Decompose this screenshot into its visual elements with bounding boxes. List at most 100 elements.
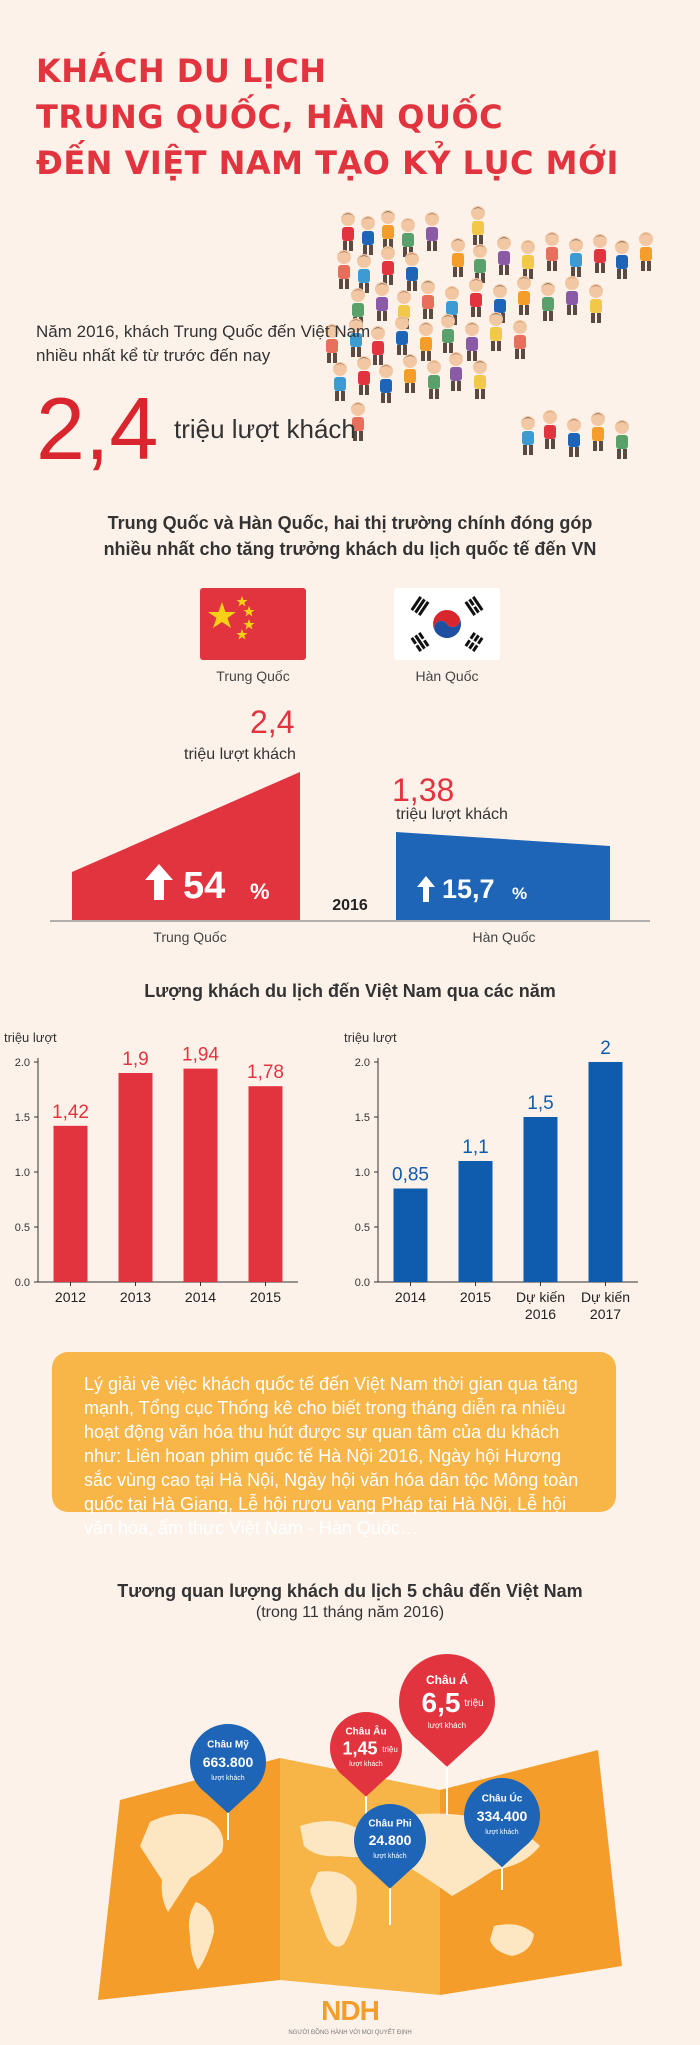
person-icon xyxy=(333,362,347,401)
person-icon xyxy=(589,284,603,323)
china-flag-icon xyxy=(200,588,306,660)
person-icon xyxy=(593,234,607,273)
person-icon xyxy=(543,410,557,449)
bar-value-label: 2 xyxy=(600,1038,611,1059)
y-tick-label: 0.0 xyxy=(15,1277,30,1289)
korea-growth-shape xyxy=(396,832,610,920)
x-tick-label: Dự kiến xyxy=(516,1289,565,1305)
pin-sub: lượt khách xyxy=(349,1761,383,1768)
person-icon xyxy=(325,324,339,363)
person-icon xyxy=(351,402,365,441)
bar xyxy=(523,1117,558,1282)
person-icon xyxy=(615,240,629,279)
section3-subtitle: (trong 11 tháng năm 2016) xyxy=(255,1604,445,1621)
person-icon xyxy=(451,238,465,277)
person-icon xyxy=(521,240,535,279)
person-icon xyxy=(469,278,483,317)
crowd-illustration xyxy=(325,206,653,459)
y-tick-label: 1.0 xyxy=(355,1167,370,1179)
pin-name: Châu Mỹ xyxy=(207,1740,249,1751)
person-icon xyxy=(471,206,485,245)
person-icon xyxy=(419,322,433,361)
section1-title-line-1: Trung Quốc và Hàn Quốc, hai thị trường c… xyxy=(107,513,593,533)
person-icon xyxy=(569,238,583,277)
intro-text: Năm 2016, khách Trung Quốc đến Việt Nam … xyxy=(36,322,371,365)
y-tick-label: 1.0 xyxy=(15,1167,30,1179)
china-up-arrow-icon xyxy=(145,864,173,900)
pin-name: Châu Úc xyxy=(482,1792,523,1805)
y-axis-label: triệu lượt xyxy=(4,1030,57,1045)
chart-visitors-2014-2017: triệu lượt 0.0 0.5 1.0 1.5 2.0 0,85 2014 1,1 2015… xyxy=(344,1030,638,1322)
bar-value-label: 0,85 xyxy=(392,1165,429,1186)
china-growth: 54 xyxy=(183,865,225,907)
section3-title: Tương quan lượng khách du lịch 5 châu đế… xyxy=(117,1581,583,1601)
korea-flag-icon xyxy=(394,588,500,660)
y-axis-label: triệu lượt xyxy=(344,1030,397,1045)
pin-value: 663.800 xyxy=(203,1754,254,1770)
x-tick-label: 2014 xyxy=(395,1289,426,1305)
korea-up-arrow-icon xyxy=(417,876,435,902)
y-tick-label: 2.0 xyxy=(15,1057,30,1069)
korea-growth-pct: % xyxy=(512,884,527,903)
china-growth-pct: % xyxy=(250,879,270,904)
china-label: Trung Quốc xyxy=(153,929,226,945)
person-icon xyxy=(337,250,351,289)
x-tick-label: 2017 xyxy=(590,1306,621,1322)
person-icon xyxy=(375,282,389,321)
person-icon xyxy=(465,322,479,361)
y-tick-label: 0.5 xyxy=(355,1222,370,1234)
intro-big-unit: triệu lượt khách xyxy=(174,414,356,444)
person-icon xyxy=(513,320,527,359)
bar-value-label: 1,94 xyxy=(182,1045,219,1066)
explanation-text: Lý giải về việc khách quốc tế đến Việt N… xyxy=(84,1374,579,1538)
bar-value-label: 1,78 xyxy=(247,1062,284,1083)
bar xyxy=(588,1062,623,1282)
pin-sub: lượt khách xyxy=(485,1829,519,1836)
bar-value-label: 1,1 xyxy=(462,1137,488,1158)
pin-3: Châu Mỹ 663.800 lượt khách xyxy=(190,1724,266,1840)
x-tick-label: 2014 xyxy=(185,1289,216,1305)
person-icon xyxy=(541,282,555,321)
korea-label: Hàn Quốc xyxy=(472,929,535,945)
person-icon xyxy=(357,254,371,293)
korea-value: 1,38 xyxy=(392,772,455,808)
person-icon xyxy=(615,420,629,459)
pin-name: Châu Phi xyxy=(368,1818,412,1829)
person-icon xyxy=(403,354,417,393)
ndh-logo: NDH NGƯỜI ĐỒNG HÀNH VỚI MỌI QUYẾT ĐỊNH xyxy=(288,1995,411,2036)
x-tick-label: 2013 xyxy=(120,1289,151,1305)
person-icon xyxy=(425,212,439,251)
page-title-line-2: TRUNG QUỐC, HÀN QUỐC xyxy=(36,98,504,136)
bar xyxy=(248,1086,283,1282)
bar-value-label: 1,9 xyxy=(122,1049,148,1070)
person-icon xyxy=(405,252,419,291)
logo-tagline: NGƯỜI ĐỒNG HÀNH VỚI MỌI QUYẾT ĐỊNH xyxy=(288,2029,411,2036)
person-icon xyxy=(379,364,393,403)
person-icon xyxy=(567,418,581,457)
china-flag-label: Trung Quốc xyxy=(216,668,290,684)
y-tick-label: 1.5 xyxy=(355,1112,370,1124)
person-icon xyxy=(371,326,385,365)
person-icon xyxy=(497,236,511,275)
person-icon xyxy=(565,276,579,315)
pin-value: 334.400 xyxy=(477,1808,528,1824)
section2-title: Lượng khách du lịch đến Việt Nam qua các… xyxy=(144,981,556,1001)
korea-flag-label: Hàn Quốc xyxy=(415,668,479,684)
person-icon xyxy=(489,312,503,351)
person-icon xyxy=(441,314,455,353)
pin-sub: lượt khách xyxy=(373,1853,407,1860)
bar xyxy=(183,1068,218,1282)
x-tick-label: 2016 xyxy=(525,1306,556,1322)
person-icon xyxy=(545,232,559,271)
pin-unit: triệu xyxy=(382,1745,398,1754)
growth-comparison: 54 % 15,7 % 2016 Trung Quốc Hàn Quốc xyxy=(50,772,650,945)
pin-value: 6,5 xyxy=(422,1687,461,1718)
person-icon xyxy=(349,318,363,357)
person-icon xyxy=(421,280,435,319)
person-icon xyxy=(395,316,409,355)
pin-1: Châu Á6,5 triệu lượt khách xyxy=(399,1654,495,1815)
pin-unit: triệu xyxy=(464,1698,483,1709)
person-icon xyxy=(381,246,395,285)
y-tick-label: 2.0 xyxy=(355,1057,370,1069)
